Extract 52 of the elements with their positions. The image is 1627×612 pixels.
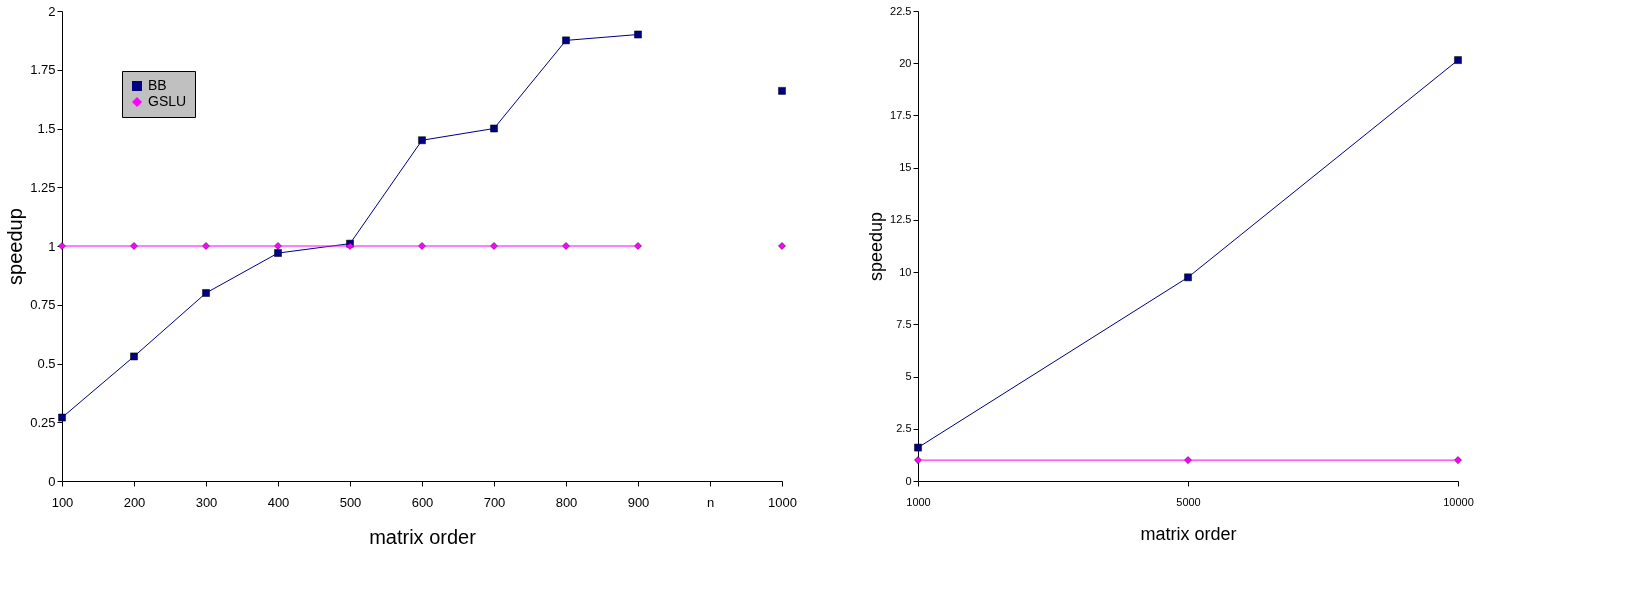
y-tick-label: 0 bbox=[905, 474, 912, 487]
x-tick-label: 500 bbox=[339, 494, 362, 510]
point bbox=[130, 352, 138, 361]
point bbox=[1454, 56, 1462, 64]
point bbox=[914, 443, 922, 452]
y-tick-label: 7.5 bbox=[896, 317, 912, 330]
legend-label: GSLU bbox=[148, 93, 187, 109]
point bbox=[634, 242, 642, 250]
x-tick-label: n bbox=[706, 494, 715, 510]
x-tick-label: 5000 bbox=[1176, 495, 1201, 508]
point bbox=[1454, 456, 1462, 464]
point bbox=[634, 30, 642, 39]
y-tick-label: 2.5 bbox=[896, 422, 912, 435]
point bbox=[490, 124, 498, 133]
point bbox=[562, 36, 570, 45]
legend-label: BB bbox=[148, 77, 167, 93]
x-tick-label: 800 bbox=[555, 494, 578, 510]
point bbox=[914, 456, 922, 464]
x-axis-title: matrix order bbox=[369, 525, 477, 548]
x-tick-label: 1000 bbox=[768, 494, 797, 510]
x-tick-label: 600 bbox=[411, 494, 434, 510]
x-tick-label: 200 bbox=[123, 494, 146, 510]
y-tick-label: 0.75 bbox=[30, 297, 56, 313]
point bbox=[58, 413, 66, 422]
y-axis-title: speedup bbox=[4, 208, 27, 285]
y-tick-label: 2 bbox=[48, 3, 56, 19]
x-axis-title: matrix order bbox=[1140, 523, 1237, 544]
y-tick-label: 1.5 bbox=[37, 121, 56, 136]
x-tick-label: 900 bbox=[627, 494, 650, 510]
y-tick-label: 5 bbox=[905, 370, 912, 383]
y-tick-label: 10 bbox=[899, 265, 912, 278]
y-tick-label: 20 bbox=[899, 56, 912, 69]
x-tick-label: 400 bbox=[267, 494, 290, 510]
y-tick-label: 1.75 bbox=[30, 62, 56, 78]
y-tick-label: 0 bbox=[48, 473, 56, 489]
x-tick-label: 100 bbox=[51, 494, 74, 510]
y-tick-label: 0.5 bbox=[37, 356, 56, 371]
y-axis-title: speedup bbox=[866, 211, 887, 282]
y-tick-label: 1 bbox=[48, 238, 56, 254]
x-tick-label: 10000 bbox=[1443, 495, 1474, 508]
x-tick-label: 300 bbox=[195, 494, 218, 510]
x-tick-label: 700 bbox=[483, 494, 506, 510]
y-tick-label: 1.25 bbox=[30, 179, 56, 195]
y-tick-label: 17.5 bbox=[890, 108, 912, 121]
y-tick-label: 0.25 bbox=[30, 414, 56, 430]
point bbox=[418, 136, 426, 145]
point bbox=[1184, 273, 1192, 282]
y-tick-label: 15 bbox=[899, 161, 912, 174]
x-tick-label: 1000 bbox=[906, 495, 931, 508]
y-tick-label: 22.5 bbox=[890, 4, 912, 17]
point bbox=[58, 242, 66, 250]
y-tick-label: 12.5 bbox=[890, 213, 912, 226]
